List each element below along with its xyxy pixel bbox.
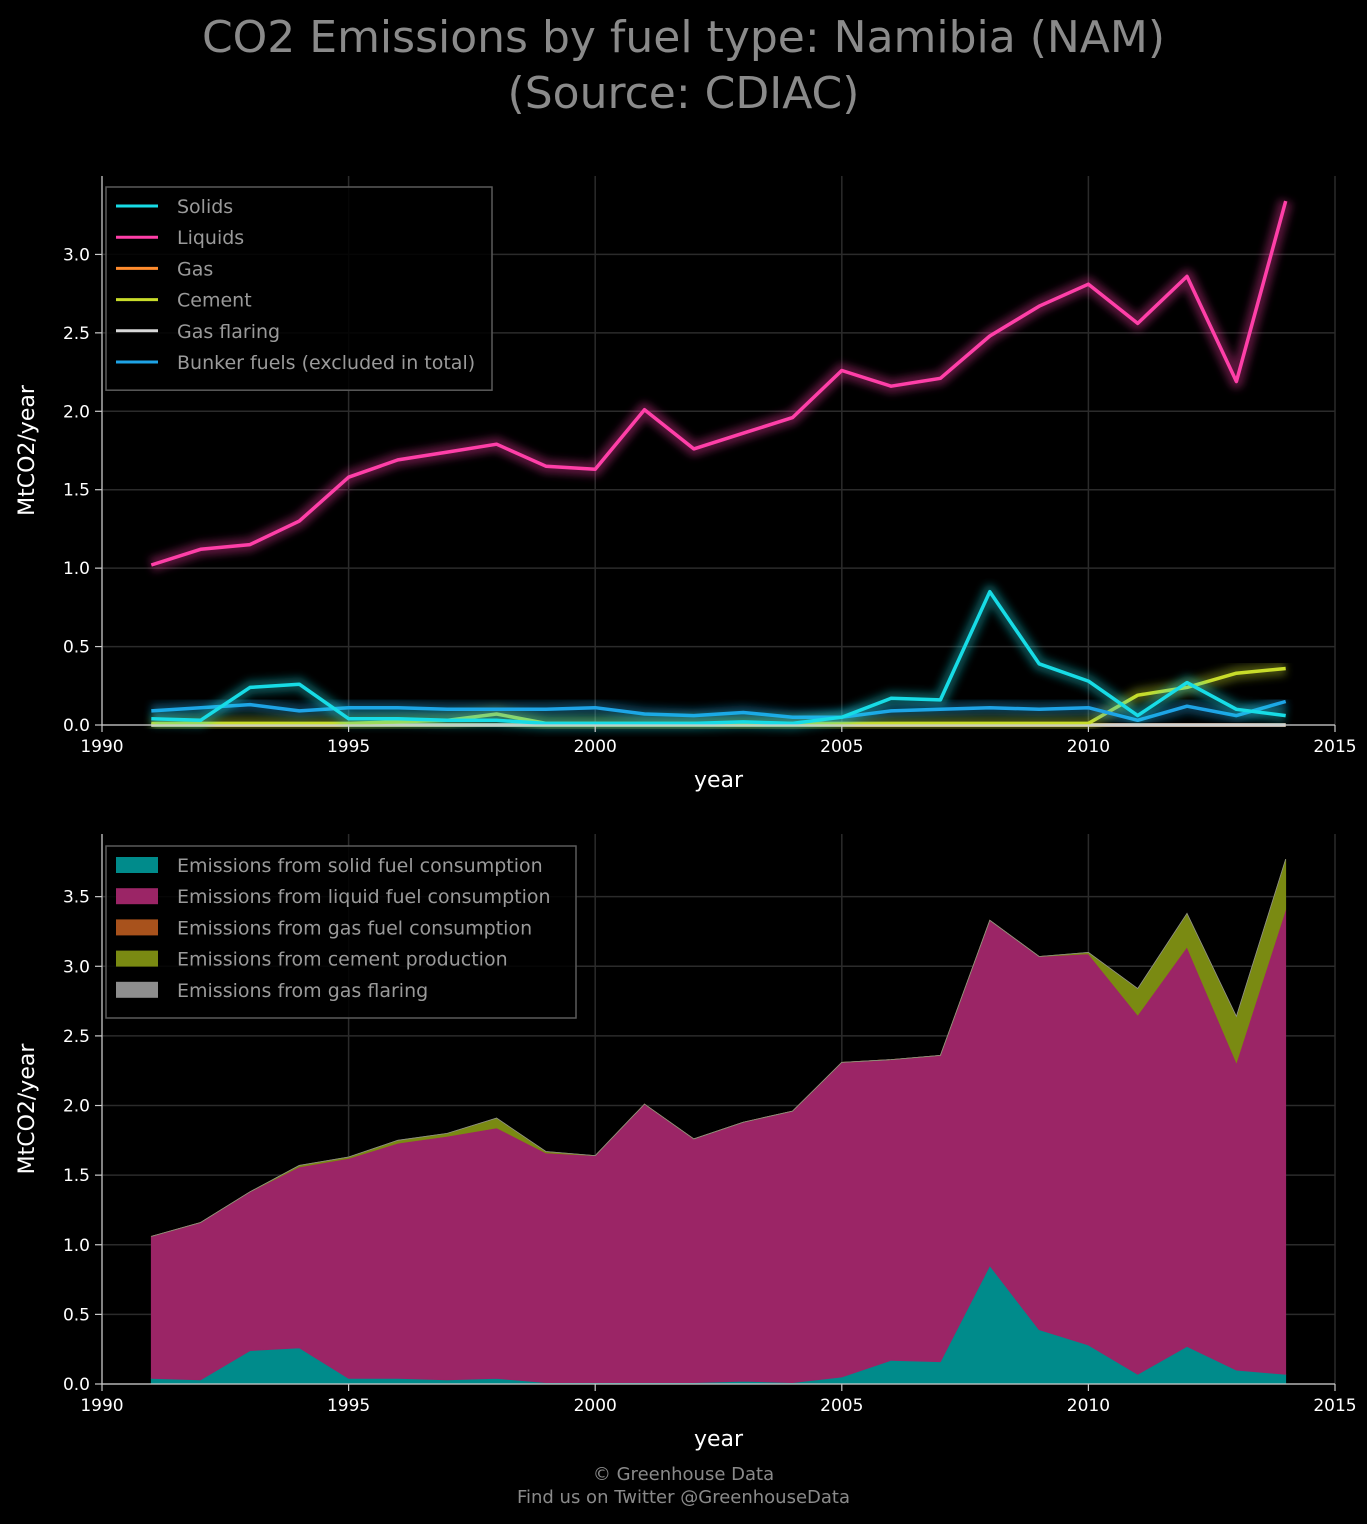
c2-ytick-label-1.0: 1.0 [63,1236,90,1256]
c1-legend-label-solids: Solids [177,196,233,218]
c2-ytick-label-2.5: 2.5 [63,1027,90,1047]
area-emissions-from-gas-flaring [151,858,1287,1237]
c2-ytick-label-0.0: 0.0 [63,1375,90,1395]
c2-xtick-label-1995: 1995 [327,1396,370,1416]
c1-ytick-label-1.5: 1.5 [63,481,90,501]
c2-xtick-label-2005: 2005 [820,1396,863,1416]
c1-x-axis-label: year [694,768,744,793]
c1-xtick-label-1990: 1990 [80,737,123,757]
c2-legend-label-emissions-from-solid-fuel-consumption: Emissions from solid fuel consumption [177,855,543,877]
c1-legend-label-liquids: Liquids [177,227,244,249]
c2-legend-label-emissions-from-liquid-fuel-consumption: Emissions from liquid fuel consumption [177,886,551,908]
c1-ytick-label-2.5: 2.5 [63,324,90,344]
c1-ytick-label-0.5: 0.5 [63,638,90,658]
line-chart: 1990 1995 2000 2005 2010 2015 0.0 0.5 1.0 1.5 2.0 2… [15,176,1357,793]
c2-legend-swatch-emissions-from-cement-production [116,950,158,967]
c2-legend-label-emissions-from-gas-flaring: Emissions from gas flaring [177,980,428,1002]
c2-ytick-label-3.0: 3.0 [63,957,90,977]
footer-twitter: Find us on Twitter @GreenhouseData [516,1487,851,1508]
c1-xtick-label-2000: 2000 [574,737,617,757]
c1-xtick-label-2005: 2005 [820,737,863,757]
c1-ytick-label-2.0: 2.0 [63,402,90,422]
c2-legend-label-emissions-from-cement-production: Emissions from cement production [177,949,508,971]
series-line-liquids [150,200,1288,567]
c1-ytick-label-3.0: 3.0 [63,245,90,265]
c1-legend-label-gas: Gas [177,258,213,280]
chart-title: CO2 Emissions by fuel type: Namibia (NAM… [0,10,1367,122]
c2-xtick-label-1990: 1990 [80,1396,123,1416]
c2-legend-label-emissions-from-gas-fuel-consumption: Emissions from gas fuel consumption [177,917,532,939]
c1-legend [105,186,493,391]
c2-ytick-label-3.5: 3.5 [63,888,90,908]
c1-xtick-label-2010: 2010 [1067,737,1110,757]
c2-legend-swatch-emissions-from-gas-fuel-consumption [116,919,158,936]
c1-xtick-label-2015: 2015 [1313,737,1356,757]
c2-legend-swatch-emissions-from-solid-fuel-consumption [116,857,158,873]
c2-xtick-label-2000: 2000 [574,1396,617,1416]
c1-y-axis-label: MtCO2/year [15,384,40,516]
c2-ytick-label-0.5: 0.5 [63,1305,90,1325]
c2-xtick-label-2015: 2015 [1313,1396,1356,1416]
c2-legend-swatch-emissions-from-gas-flaring [116,981,158,998]
c1-legend-label-gas-flaring: Gas flaring [177,321,280,343]
c2-xtick-label-2010: 2010 [1067,1396,1110,1416]
chart-title-line-1: CO2 Emissions by fuel type: Namibia (NAM… [201,12,1166,63]
c1-xtick-label-1995: 1995 [327,737,370,757]
c1-legend-label-cement: Cement [177,290,252,312]
c2-y-axis-label: MtCO2/year [15,1043,40,1175]
chart-title-line-2: (Source: CDIAC) [507,68,860,119]
footer-copyright: © Greenhouse Data [592,1464,775,1485]
c1-ytick-label-0.0: 0.0 [63,716,90,736]
c1-legend-label-bunker-fuels-excluded-in-total: Bunker fuels (excluded in total) [177,352,475,374]
footer: © Greenhouse Data Find us on Twitter @Gr… [0,1463,1367,1509]
series-glow-solids [151,584,1287,731]
c2-x-axis-label: year [694,1427,744,1452]
c2-ytick-label-1.5: 1.5 [63,1166,90,1186]
c1-ytick-label-1.0: 1.0 [63,559,90,579]
series-line-solids [151,589,1286,726]
c2-legend-swatch-emissions-from-liquid-fuel-consumption [116,888,158,905]
c2-ytick-label-2.0: 2.0 [63,1097,90,1117]
stacked-area-chart: 1990 1995 2000 2005 2010 2015 0.0 0.5 1.0 1.5 2.0 2… [15,834,1357,1452]
c2-legend [105,845,577,1019]
